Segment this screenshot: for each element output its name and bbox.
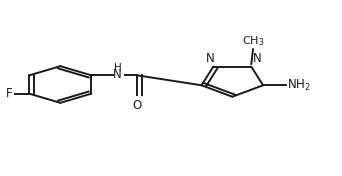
- Text: H: H: [114, 63, 121, 73]
- Text: CH$_3$: CH$_3$: [242, 34, 264, 48]
- Text: NH$_2$: NH$_2$: [287, 78, 311, 93]
- Text: F: F: [6, 87, 12, 100]
- Text: N: N: [206, 52, 214, 65]
- Text: N: N: [253, 52, 262, 65]
- Text: N: N: [113, 68, 122, 81]
- Text: O: O: [133, 99, 142, 112]
